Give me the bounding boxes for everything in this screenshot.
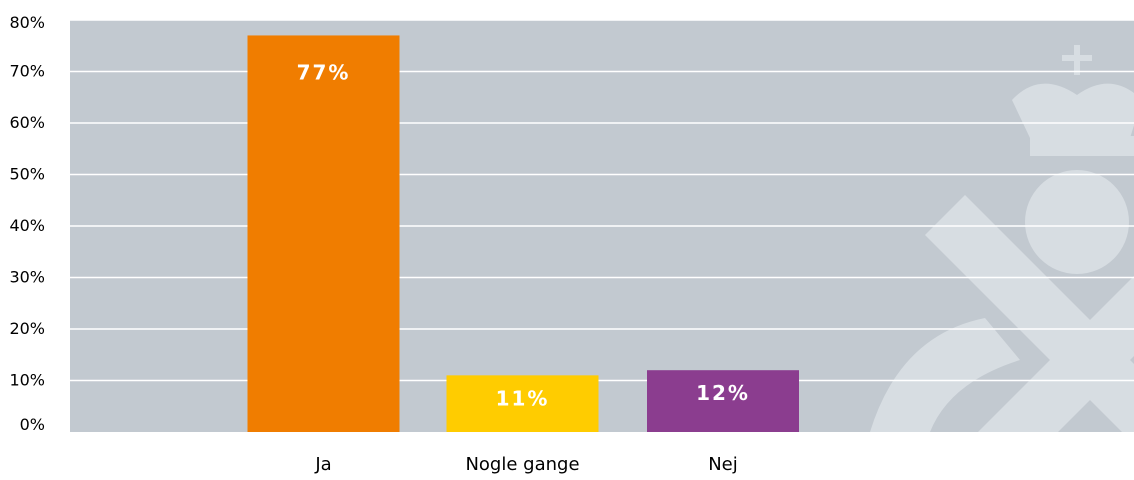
y-tick-label: 0% [20, 415, 45, 434]
x-category-label: Nogle gange [465, 454, 579, 475]
y-tick-label: 10% [9, 371, 45, 390]
y-tick-label: 60% [9, 113, 45, 132]
y-tick-label: 50% [9, 165, 45, 184]
bar-value-label: 11% [496, 386, 550, 410]
gridlines [70, 19, 1134, 382]
bar [446, 375, 599, 432]
x-axis-category-labels: Ja Nogle gange Nej [314, 454, 737, 475]
crown-emblem-watermark-icon [870, 45, 1134, 432]
bar-value-label: 77% [297, 60, 351, 84]
bars: 77% 11% 12% [247, 35, 799, 432]
y-tick-label: 30% [9, 268, 45, 287]
bar [247, 35, 400, 432]
y-axis-tick-labels: 0% 10% 20% 30% 40% 50% 60% 70% 80% [9, 13, 45, 434]
y-tick-label: 20% [9, 319, 45, 338]
y-tick-label: 70% [9, 62, 45, 81]
x-category-label: Ja [314, 454, 331, 475]
bar [647, 370, 799, 432]
y-tick-label: 40% [9, 216, 45, 235]
bar-value-label: 12% [696, 381, 750, 405]
y-tick-label: 80% [9, 13, 45, 32]
x-category-label: Nej [708, 454, 738, 475]
